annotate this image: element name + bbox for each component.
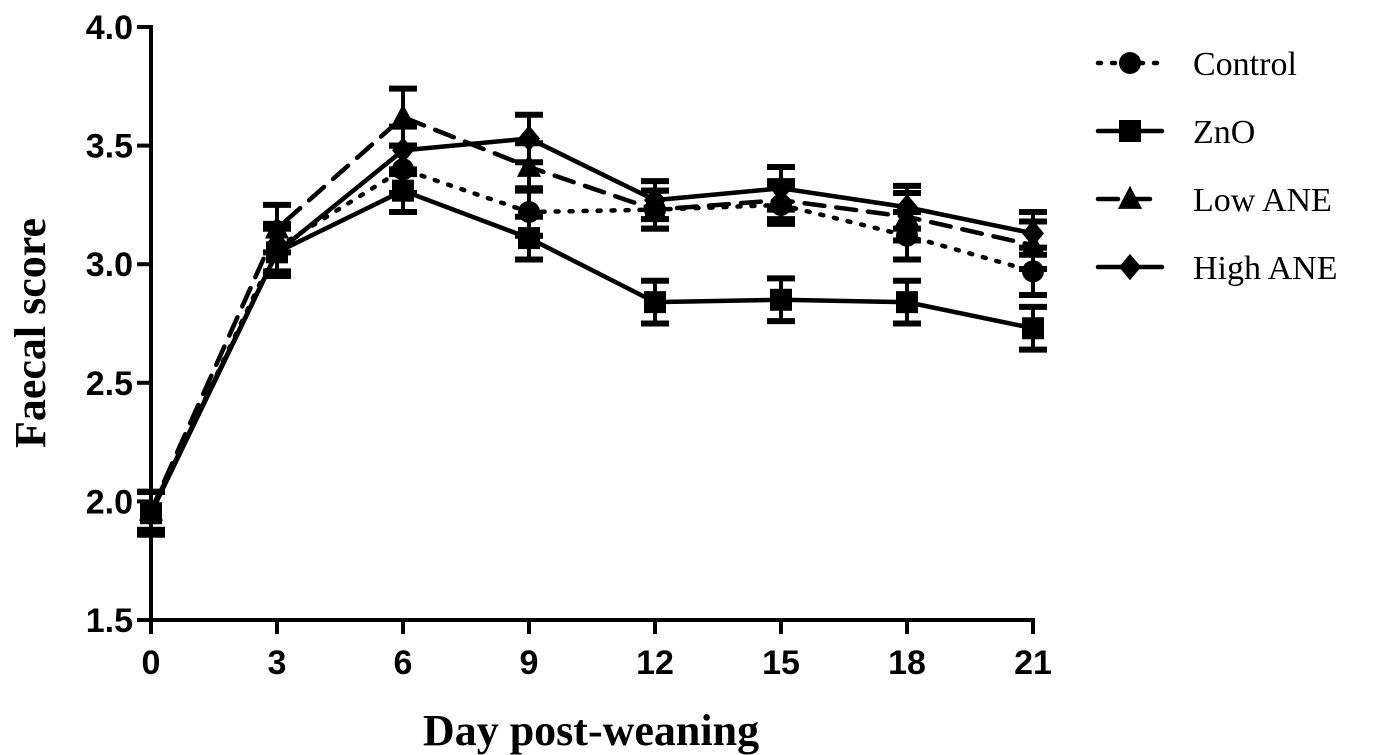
legend-marker [1119, 120, 1141, 142]
x-tick-label: 12 [636, 644, 674, 682]
legend-marker [1119, 253, 1141, 281]
data-point [770, 175, 792, 202]
legend-item-zno: ZnO [1095, 114, 1255, 151]
legend-label: ZnO [1193, 114, 1255, 151]
data-point [392, 179, 414, 202]
data-point [1022, 220, 1044, 247]
y-tick-label: 3.0 [86, 246, 133, 284]
x-tick-label: 21 [1014, 644, 1052, 682]
x-axis-title: Day post-weaning [423, 706, 759, 755]
y-tick-label: 3.5 [86, 128, 133, 166]
series-line [148, 114, 1036, 514]
data-point [518, 227, 540, 250]
y-tick-label: 2.5 [86, 365, 133, 403]
x-tick-label: 9 [520, 644, 539, 682]
data-point [896, 291, 918, 314]
y-tick-label: 4.0 [86, 9, 133, 47]
data-point [518, 125, 540, 152]
x-tick-label: 3 [268, 644, 287, 682]
y-tick-label: 1.5 [86, 602, 133, 640]
data-point [1022, 317, 1044, 340]
data-point [896, 194, 918, 221]
legend-marker [1117, 185, 1143, 209]
x-tick-label: 15 [762, 644, 800, 682]
data-point [644, 186, 666, 214]
data-point [390, 103, 416, 128]
x-tick-label: 18 [888, 644, 926, 682]
legend-label: Control [1193, 46, 1297, 83]
legend-item-high-ane: High ANE [1095, 250, 1338, 287]
legend-label: High ANE [1193, 250, 1338, 287]
x-tick-label: 0 [142, 644, 161, 682]
data-point [644, 291, 666, 314]
data-point [516, 153, 542, 177]
series-line [148, 188, 1036, 516]
axes: 1.5 2.0 2.5 3.0 3.5 4.0 0 3 6 9 12 15 18 21 [86, 9, 1052, 682]
data-point [770, 288, 792, 311]
legend-label: Low ANE [1193, 182, 1332, 219]
legend: Control ZnO Low ANE High ANE [1095, 46, 1338, 287]
legend-marker [1119, 52, 1141, 74]
data-point [266, 239, 288, 266]
series-line [148, 136, 1036, 514]
data-point [392, 137, 414, 164]
series-high-ane [137, 111, 1047, 533]
y-tick-label: 2.0 [86, 483, 133, 521]
legend-item-low-ane: Low ANE [1095, 182, 1332, 219]
data-point [140, 497, 162, 525]
series-layer [137, 85, 1047, 538]
y-axis-title: Faecal score [6, 218, 55, 448]
x-tick-label: 6 [394, 644, 413, 682]
legend-item-control: Control [1095, 46, 1297, 83]
